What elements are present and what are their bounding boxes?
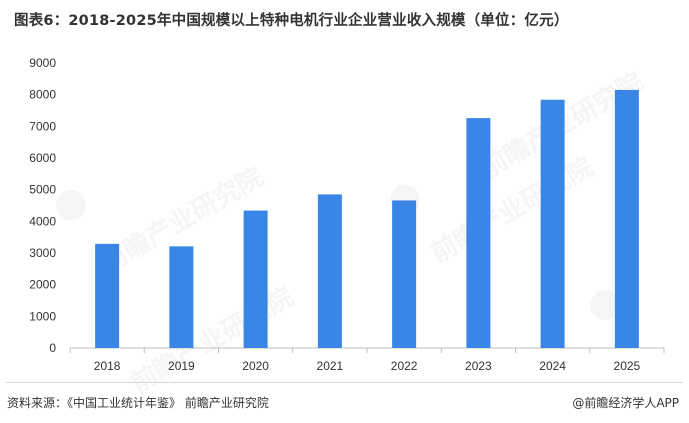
credit-note: @前瞻经济学人APP: [572, 396, 679, 410]
y-tick-label: 2000: [29, 278, 56, 292]
y-tick-label: 4000: [29, 214, 56, 228]
x-tick-label: 2019: [168, 359, 195, 373]
chart-title: 图表6：2018-2025年中国规模以上特种电机行业企业营业收入规模（单位：亿元…: [14, 13, 569, 29]
x-tick-label: 2018: [94, 359, 121, 373]
x-tick-label: 2025: [614, 359, 641, 373]
x-tick-label: 2022: [391, 359, 418, 373]
bar-chart: 0 1000 2000 3000 4000 5000 6000 7000 8000 9000 201…: [29, 56, 665, 373]
x-tick-label: 2024: [539, 359, 566, 373]
bar: [95, 243, 120, 348]
bar: [317, 194, 342, 348]
x-tick-label: 2021: [317, 359, 344, 373]
y-tick-label: 3000: [29, 246, 56, 260]
bar: [169, 246, 194, 348]
x-tick-label: 2023: [465, 359, 492, 373]
y-tick-label: 6000: [29, 151, 56, 165]
footer-divider: [6, 382, 683, 383]
y-tick-label: 1000: [29, 309, 56, 323]
y-tick-label: 5000: [29, 183, 56, 197]
y-tick-label: 7000: [29, 119, 56, 133]
bar: [392, 200, 417, 348]
y-tick-label: 0: [49, 341, 56, 355]
bar: [243, 210, 268, 348]
y-tick-label: 9000: [29, 56, 56, 70]
y-tick-label: 8000: [29, 88, 56, 102]
bar: [614, 89, 639, 349]
bar: [466, 118, 491, 348]
x-tick-label: 2020: [242, 359, 269, 373]
source-note: 资料来源：《中国工业统计年鉴》 前瞻产业研究院: [7, 396, 269, 410]
bar: [540, 99, 565, 348]
